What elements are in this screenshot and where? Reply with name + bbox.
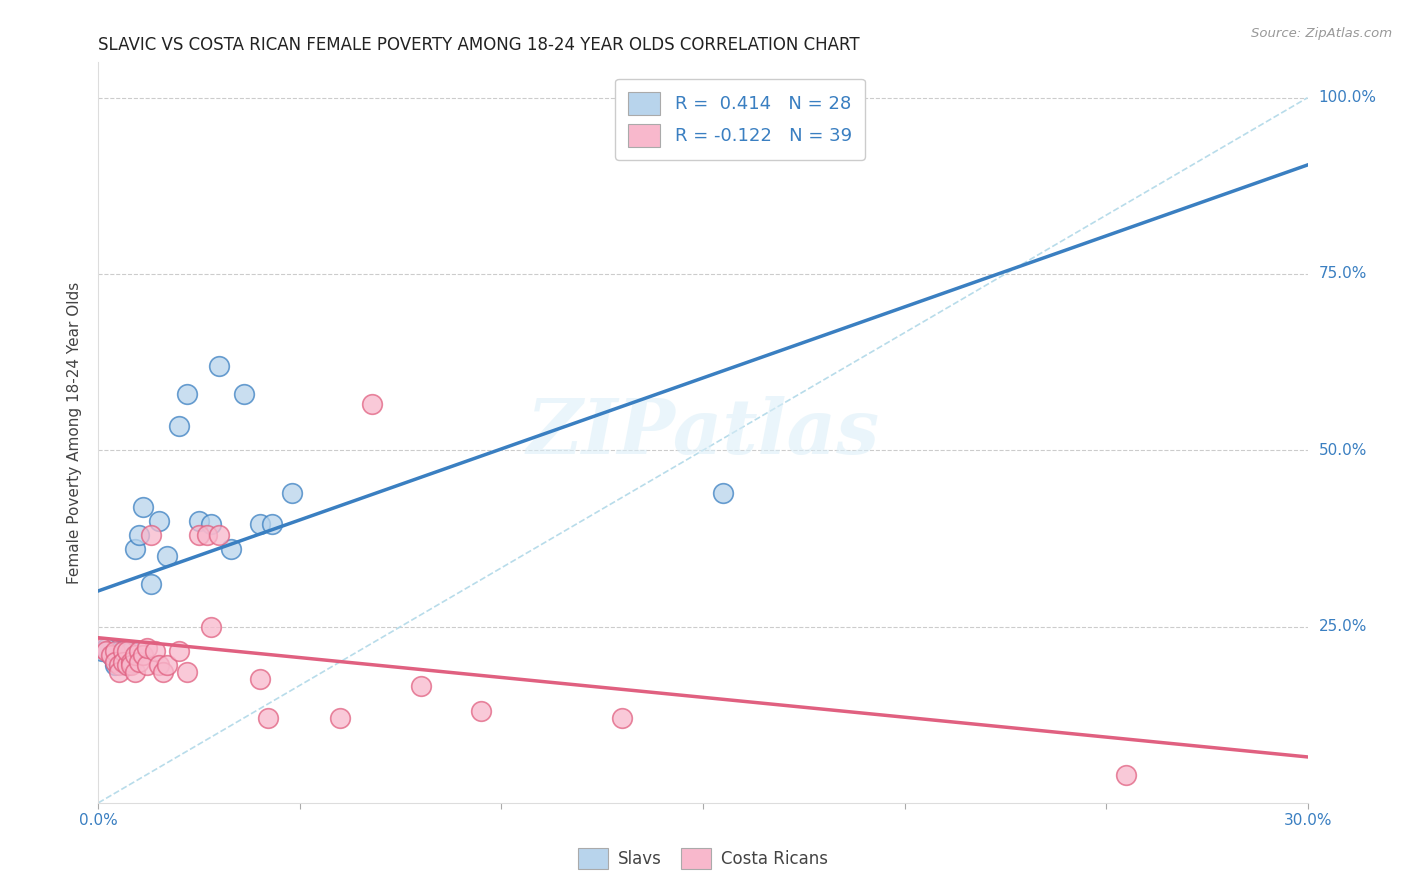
Point <box>132 648 155 662</box>
Point <box>260 517 283 532</box>
Point <box>128 528 150 542</box>
Text: ZIPatlas: ZIPatlas <box>526 396 880 469</box>
Text: Source: ZipAtlas.com: Source: ZipAtlas.com <box>1251 27 1392 40</box>
Point <box>111 644 134 658</box>
Point <box>156 658 179 673</box>
Point <box>107 655 129 669</box>
Point <box>111 655 134 669</box>
Point <box>152 665 174 680</box>
Point <box>124 665 146 680</box>
Point <box>148 514 170 528</box>
Point <box>100 648 122 662</box>
Point <box>195 528 218 542</box>
Point <box>249 673 271 687</box>
Point <box>200 517 222 532</box>
Point <box>124 541 146 556</box>
Text: 75.0%: 75.0% <box>1319 267 1367 282</box>
Point <box>91 644 114 658</box>
Point <box>115 644 138 658</box>
Point <box>612 711 634 725</box>
Point <box>103 644 125 658</box>
Point <box>107 644 129 658</box>
Text: 50.0%: 50.0% <box>1319 442 1367 458</box>
Point <box>711 485 734 500</box>
Point <box>167 418 190 433</box>
Point <box>128 655 150 669</box>
Point <box>115 658 138 673</box>
Point <box>329 711 352 725</box>
Point <box>120 655 142 669</box>
Y-axis label: Female Poverty Among 18-24 Year Olds: Female Poverty Among 18-24 Year Olds <box>67 282 83 583</box>
Point <box>208 528 231 542</box>
Text: 25.0%: 25.0% <box>1319 619 1367 634</box>
Point <box>120 644 142 658</box>
Point <box>221 541 243 556</box>
Point <box>249 517 271 532</box>
Point <box>200 619 222 633</box>
Point <box>91 640 114 655</box>
Point <box>135 658 157 673</box>
Point <box>115 658 138 673</box>
Legend: Slavs, Costa Ricans: Slavs, Costa Ricans <box>571 841 835 876</box>
Point <box>103 655 125 669</box>
Point <box>1115 767 1137 781</box>
Text: 100.0%: 100.0% <box>1319 90 1376 105</box>
Point <box>256 711 278 725</box>
Point <box>103 658 125 673</box>
Text: SLAVIC VS COSTA RICAN FEMALE POVERTY AMONG 18-24 YEAR OLDS CORRELATION CHART: SLAVIC VS COSTA RICAN FEMALE POVERTY AMO… <box>98 36 860 54</box>
Point <box>361 397 384 411</box>
Point <box>188 514 211 528</box>
Point <box>176 387 198 401</box>
Point <box>120 655 142 669</box>
Point <box>96 640 118 655</box>
Point <box>139 528 162 542</box>
Point <box>128 644 150 658</box>
Point <box>107 665 129 680</box>
Point <box>148 658 170 673</box>
Point <box>120 658 142 673</box>
Point <box>167 644 190 658</box>
Point <box>156 549 179 563</box>
Point <box>143 644 166 658</box>
Point <box>176 665 198 680</box>
Point <box>135 640 157 655</box>
Point <box>132 500 155 514</box>
Point <box>96 644 118 658</box>
Point <box>409 680 432 694</box>
Point <box>188 528 211 542</box>
Point <box>100 648 122 662</box>
Point <box>470 704 492 718</box>
Point <box>103 655 125 669</box>
Point <box>139 577 162 591</box>
Point <box>107 658 129 673</box>
Point <box>281 485 304 500</box>
Point <box>232 387 254 401</box>
Point <box>208 359 231 373</box>
Point <box>124 648 146 662</box>
Point <box>111 644 134 658</box>
